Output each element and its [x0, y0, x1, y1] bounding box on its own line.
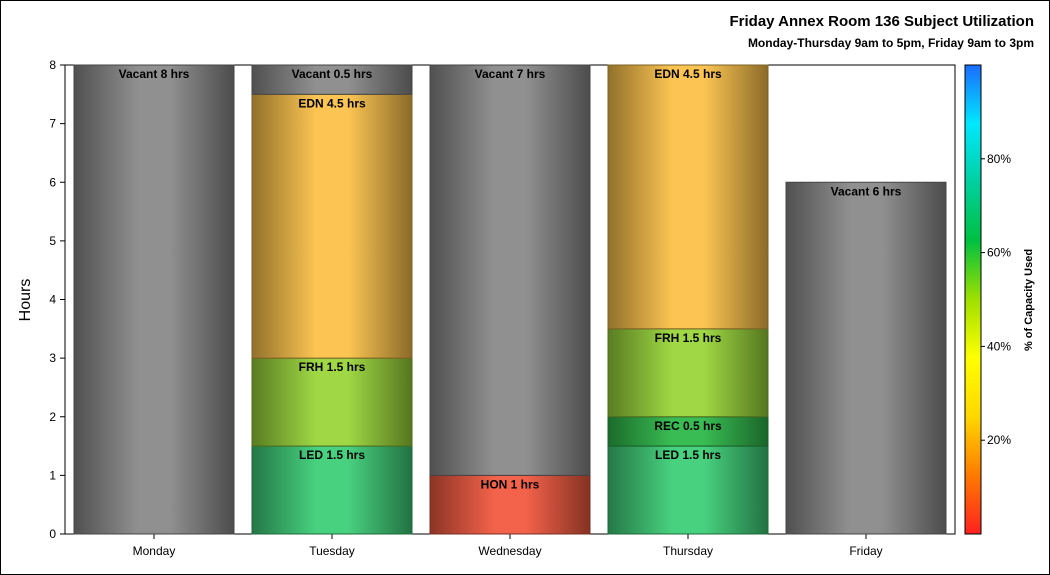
bar-segment-vacant	[429, 64, 591, 476]
chart-subtitle: Monday-Thursday 9am to 5pm, Friday 9am t…	[747, 36, 1034, 50]
colorbar: 20% 40% 60% 80%	[964, 64, 1011, 535]
chart-title: Friday Annex Room 136 Subject Utilizatio…	[729, 13, 1035, 30]
bar-segment-vacant	[251, 64, 413, 95]
y-tick-label: 1	[49, 468, 56, 482]
bar-segment-label: Vacant 8 hrs	[119, 67, 190, 81]
y-tick-label: 8	[49, 58, 56, 72]
colorbar-tick-label: 80%	[987, 152, 1011, 166]
y-tick-label: 5	[49, 234, 56, 248]
bar-tuesday: LED 1.5 hrs FRH 1.5 hrs EDN 4.5 hrs Vacant …	[251, 64, 413, 535]
bar-segment-frh	[251, 357, 413, 447]
y-tick-label: 4	[49, 293, 56, 307]
x-tick-label: Friday	[849, 544, 882, 558]
bar-segment-edn	[251, 93, 413, 359]
x-tick-label: Thursday	[663, 544, 713, 558]
colorbar-scale	[964, 64, 982, 535]
bar-segment-label: EDN 4.5 hrs	[298, 96, 366, 110]
bar-segment-edn	[607, 64, 769, 330]
y-axis: 0 1 2 3 4 5 6 7 8	[49, 58, 65, 541]
colorbar-tick-label: 60%	[987, 246, 1011, 260]
bar-segment-label: LED 1.5 hrs	[299, 448, 365, 462]
colorbar-tick-label: 40%	[987, 339, 1011, 353]
y-tick-label: 6	[49, 175, 56, 189]
bar-segment-frh	[607, 328, 769, 418]
bar-wednesday: HON 1 hrs Vacant 7 hrs	[429, 64, 591, 535]
bar-segment-rec	[607, 416, 769, 447]
bar-segment-hon	[429, 474, 591, 535]
x-tick-label: Monday	[133, 544, 176, 558]
bar-segment-label: Vacant 7 hrs	[475, 67, 546, 81]
bar-segment-label: FRH 1.5 hrs	[655, 331, 722, 345]
colorbar-tick-label: 20%	[987, 433, 1011, 447]
colorbar-title: % of Capacity Used	[1023, 249, 1035, 351]
bar-segment-label: Vacant 6 hrs	[831, 184, 902, 198]
y-tick-label: 7	[49, 117, 56, 131]
bar-segment-vacant	[73, 64, 235, 535]
x-tick-label: Tuesday	[309, 544, 355, 558]
bar-friday: Vacant 6 hrs	[785, 181, 947, 535]
y-tick-label: 3	[49, 351, 56, 365]
y-tick-label: 0	[49, 527, 56, 541]
bar-segment-label: LED 1.5 hrs	[655, 448, 721, 462]
bar-segment-led	[607, 445, 769, 535]
x-axis: Monday Tuesday Wednesday Thursday Friday	[133, 534, 883, 558]
y-tick-label: 2	[49, 410, 56, 424]
bars: Vacant 8 hrs LED 1.5 hrs FRH 1.5 hrs EDN 4.…	[73, 64, 947, 535]
bar-segment-label: REC 0.5 hrs	[654, 419, 722, 433]
bar-segment-label: Vacant 0.5 hrs	[292, 67, 373, 81]
bar-segment-label: HON 1 hrs	[481, 477, 540, 491]
bar-segment-led	[251, 445, 413, 535]
bar-monday: Vacant 8 hrs	[73, 64, 235, 535]
y-axis-label: Hours	[17, 279, 34, 322]
bar-segment-label: FRH 1.5 hrs	[299, 360, 366, 374]
bar-segment-label: EDN 4.5 hrs	[654, 67, 722, 81]
bar-thursday: LED 1.5 hrs REC 0.5 hrs FRH 1.5 hrs EDN 4.5…	[607, 64, 769, 535]
bar-segment-vacant	[785, 181, 947, 535]
x-tick-label: Wednesday	[478, 544, 541, 558]
